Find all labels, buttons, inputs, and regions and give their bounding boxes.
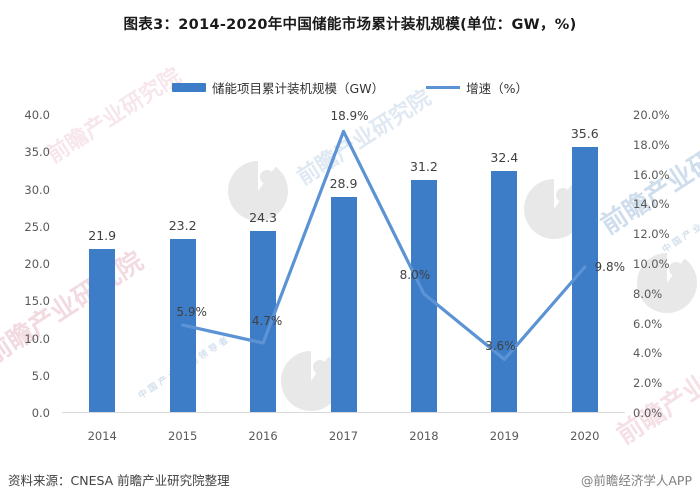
- y-axis-tick-label: 4.0%: [633, 346, 663, 361]
- bar-value-label-2015: 23.2: [168, 218, 197, 234]
- y-axis-tick-label: 15.0: [24, 294, 50, 309]
- line-value-label-2016: 4.7%: [251, 313, 283, 328]
- y-axis-tick-label: 5.0: [31, 368, 50, 383]
- bar-value-label-2020: 35.6: [570, 125, 599, 141]
- y-axis-right: 0.0% 2.0% 4.0% 6.0% 8.0% 10.0% 12.0% 14.0% 16.0%…: [633, 108, 695, 420]
- y-axis-tick-label: 0.0: [31, 406, 50, 420]
- y-axis-left: 0.0 5.0 10.0 15.0 20.0 25.0 30.0 35.0 40.0: [0, 108, 50, 420]
- line-value-label-2020: 9.8%: [594, 259, 626, 274]
- y-axis-tick-label: 12.0%: [633, 227, 670, 242]
- y-axis-tick-label: 40.0: [24, 108, 50, 122]
- y-axis-tick-label: 35.0: [24, 145, 50, 160]
- line-value-label-2019: 3.6%: [485, 339, 516, 354]
- x-axis-label-2019: 2019: [489, 429, 519, 443]
- source-note: 资料来源：CNESA 前瞻产业研究院整理: [8, 473, 230, 488]
- growth-line: [180, 129, 587, 361]
- line-series-label: 增速（%）: [466, 81, 528, 96]
- bar-value-label-2017: 28.9: [329, 175, 358, 191]
- x-axis-label-2020: 2020: [570, 429, 600, 443]
- y-axis-tick-label: 14.0%: [633, 197, 670, 212]
- credit-note: @前瞻经济学人APP: [580, 473, 692, 488]
- x-axis-label-2015: 2015: [168, 429, 198, 443]
- bar-series-label: 储能项目累计装机规模（GW）: [212, 81, 385, 96]
- line-value-label-2017: 18.9%: [330, 109, 369, 124]
- y-axis-tick-label: 10.0: [24, 331, 50, 346]
- line-value-label-2018: 8.0%: [399, 267, 431, 282]
- legend-item-bar-series: 储能项目累计装机规模（GW）: [172, 78, 384, 97]
- bar-value-label-2019: 32.4: [490, 149, 519, 165]
- bar-value-label-2018: 31.2: [410, 158, 438, 174]
- y-axis-tick-label: 20.0: [24, 257, 50, 271]
- y-axis-tick-label: 18.0%: [633, 137, 670, 152]
- y-axis-tick-label: 8.0%: [633, 286, 663, 301]
- line-value-label-2015: 5.9%: [176, 305, 207, 320]
- x-axis-label-2018: 2018: [409, 429, 439, 443]
- y-axis-tick-label: 20.0%: [633, 108, 670, 122]
- x-axis-label-2016: 2016: [248, 429, 278, 443]
- legend-item-line-series: 增速（%）: [426, 78, 528, 97]
- bar-value-label-2014: 21.9: [88, 227, 117, 243]
- bar-2019: [491, 170, 518, 412]
- y-axis-tick-label: 30.0: [24, 182, 50, 197]
- bar-series-swatch: [172, 83, 207, 92]
- y-axis-tick-label: 25.0: [24, 219, 50, 234]
- x-axis-label-2014: 2014: [87, 429, 117, 443]
- plot-area: 21.9 23.2 24.3 28.9 31.2 32.4 35.6 5.9% 4.7% 18.9…: [62, 109, 625, 413]
- y-axis-tick-label: 10.0%: [633, 257, 670, 271]
- bar-value-label-2016: 24.3: [249, 209, 277, 225]
- chart-title: 图表3：2014-2020年中国储能市场累计装机规模(单位：GW，%): [123, 17, 577, 33]
- legend: 储能项目累计装机规模（GW） 增速（%）: [0, 78, 700, 97]
- y-axis-tick-label: 6.0%: [633, 316, 663, 331]
- x-axis: 2014 2015 2016 2017 2018 2019 2020: [62, 429, 625, 447]
- y-axis-tick-label: 0.0%: [633, 406, 663, 420]
- y-axis-tick-label: 2.0%: [633, 376, 663, 391]
- x-axis-label-2017: 2017: [328, 429, 359, 443]
- y-axis-tick-label: 16.0%: [633, 167, 670, 182]
- line-series-swatch: [426, 86, 461, 89]
- bar-2017: [330, 196, 357, 412]
- bar-2014: [89, 248, 116, 412]
